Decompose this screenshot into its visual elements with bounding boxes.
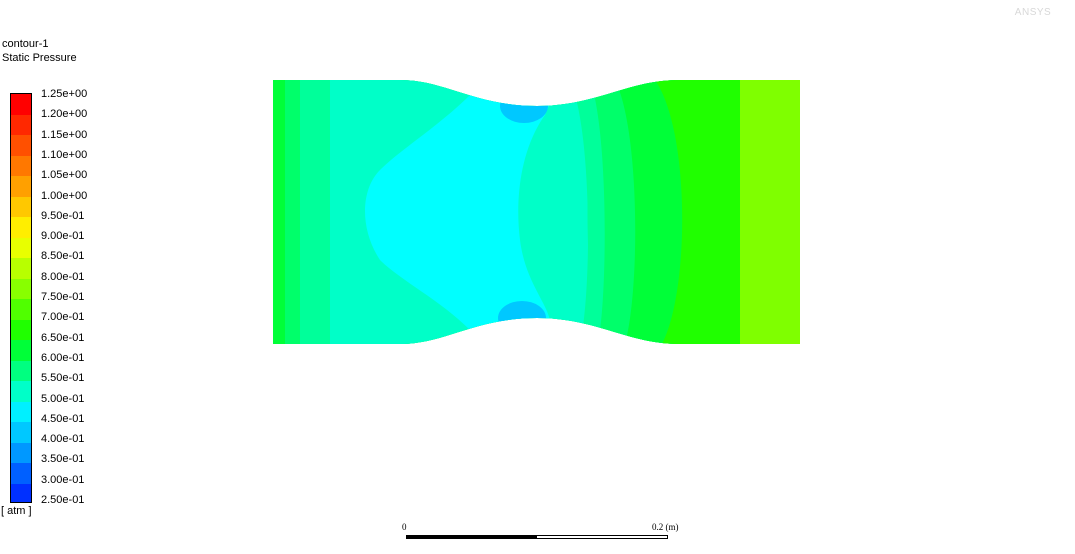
- colorbar-label: 1.10e+00: [41, 148, 88, 161]
- colorbar-segment: [11, 278, 31, 299]
- colorbar: [10, 93, 32, 503]
- colorbar-segment: [11, 176, 31, 197]
- colorbar-label: 8.50e-01: [41, 250, 85, 263]
- colorbar-label: 7.50e-01: [41, 291, 85, 303]
- colorbar-segment: [11, 299, 31, 320]
- colorbar-segment: [11, 463, 31, 484]
- colorbar-segment: [11, 319, 31, 340]
- colorbar-label: 9.50e-01: [41, 209, 85, 222]
- colorbar-segment: [11, 401, 31, 422]
- colorbar-segment: [11, 196, 31, 217]
- contour-variable: Static Pressure: [2, 52, 77, 64]
- colorbar-label: 5.50e-01: [41, 372, 85, 385]
- colorbar-segment: [11, 483, 31, 502]
- colorbar-segment: [11, 94, 31, 115]
- colorbar-segment: [11, 442, 31, 463]
- colorbar-segment: [11, 155, 31, 176]
- colorbar-label: 4.50e-01: [41, 412, 85, 425]
- colorbar-label: 5.00e-01: [41, 392, 85, 405]
- colorbar-label: 3.50e-01: [41, 453, 85, 466]
- ansys-logo: ANSYS: [1014, 7, 1052, 18]
- colorbar-unit: [ atm ]: [1, 505, 32, 517]
- nozzle-domain: [273, 80, 800, 344]
- colorbar-label: 4.00e-01: [41, 433, 85, 446]
- colorbar-segment: [11, 422, 31, 443]
- pressure-low-top: [500, 89, 548, 123]
- colorbar-segment: [11, 217, 31, 238]
- scale-bar: 0 0.2 (m): [402, 518, 679, 542]
- colorbar-label: 3.00e-01: [41, 473, 85, 486]
- colorbar-label: 7.00e-01: [41, 311, 85, 324]
- pressure-band-080: [740, 80, 800, 344]
- colorbar-label: 1.00e+00: [41, 189, 88, 202]
- colorbar-label: 1.05e+00: [41, 169, 88, 182]
- contour-name: contour-1: [2, 38, 49, 50]
- colorbar-segment: [11, 258, 31, 279]
- scale-bar-start: 0: [402, 522, 407, 532]
- colorbar-label: 8.00e-01: [41, 270, 85, 283]
- colorbar-label: 6.00e-01: [41, 351, 85, 364]
- colorbar-segment: [11, 135, 31, 156]
- colorbar-segment: [11, 340, 31, 361]
- colorbar-label: 9.00e-01: [41, 230, 85, 243]
- colorbar-label: 1.20e+00: [41, 108, 88, 121]
- pressure-low-bottom: [498, 301, 546, 335]
- pressure-band-050: [365, 80, 560, 344]
- colorbar-segment: [11, 114, 31, 135]
- colorbar-label: 1.15e+00: [41, 128, 88, 141]
- colorbar-segment: [11, 360, 31, 381]
- colorbar-label: 2.50e-01: [41, 494, 85, 506]
- colorbar-segment: [11, 237, 31, 258]
- colorbar-segment: [11, 381, 31, 402]
- scale-bar-line: [406, 535, 668, 539]
- colorbar-label: 1.25e+00: [41, 88, 88, 100]
- scale-bar-end: 0.2 (m): [652, 522, 679, 532]
- colorbar-label: 6.50e-01: [41, 331, 85, 344]
